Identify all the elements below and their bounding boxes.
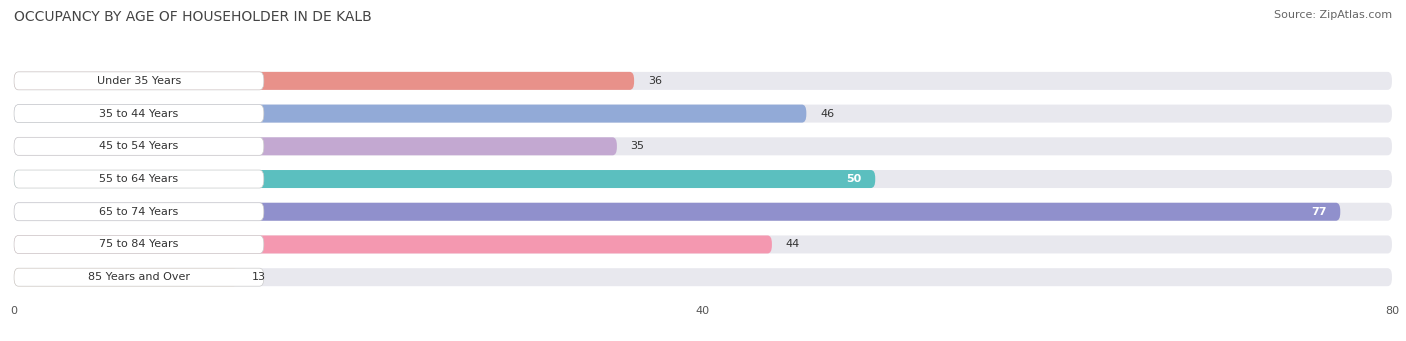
Text: 50: 50 xyxy=(846,174,862,184)
Text: 85 Years and Over: 85 Years and Over xyxy=(89,272,190,282)
Text: 36: 36 xyxy=(648,76,662,86)
FancyBboxPatch shape xyxy=(14,203,1340,221)
FancyBboxPatch shape xyxy=(14,72,634,90)
FancyBboxPatch shape xyxy=(14,236,772,253)
Text: Under 35 Years: Under 35 Years xyxy=(97,76,181,86)
FancyBboxPatch shape xyxy=(14,137,617,155)
Text: 75 to 84 Years: 75 to 84 Years xyxy=(100,239,179,250)
Text: 35 to 44 Years: 35 to 44 Years xyxy=(100,108,179,119)
Text: Source: ZipAtlas.com: Source: ZipAtlas.com xyxy=(1274,10,1392,20)
Text: 13: 13 xyxy=(252,272,266,282)
FancyBboxPatch shape xyxy=(14,72,264,90)
FancyBboxPatch shape xyxy=(14,203,264,221)
FancyBboxPatch shape xyxy=(14,170,875,188)
Text: 46: 46 xyxy=(820,108,834,119)
Text: OCCUPANCY BY AGE OF HOUSEHOLDER IN DE KALB: OCCUPANCY BY AGE OF HOUSEHOLDER IN DE KA… xyxy=(14,10,371,24)
FancyBboxPatch shape xyxy=(14,203,1392,221)
FancyBboxPatch shape xyxy=(14,137,1392,155)
Text: 45 to 54 Years: 45 to 54 Years xyxy=(100,141,179,151)
Text: 35: 35 xyxy=(631,141,645,151)
FancyBboxPatch shape xyxy=(14,268,264,286)
FancyBboxPatch shape xyxy=(14,170,264,188)
FancyBboxPatch shape xyxy=(14,72,1392,90)
FancyBboxPatch shape xyxy=(14,236,1392,253)
FancyBboxPatch shape xyxy=(14,105,807,122)
FancyBboxPatch shape xyxy=(14,268,1392,286)
FancyBboxPatch shape xyxy=(14,170,1392,188)
FancyBboxPatch shape xyxy=(14,268,238,286)
Text: 44: 44 xyxy=(786,239,800,250)
FancyBboxPatch shape xyxy=(14,137,264,155)
FancyBboxPatch shape xyxy=(14,236,264,253)
Text: 65 to 74 Years: 65 to 74 Years xyxy=(100,207,179,217)
Text: 55 to 64 Years: 55 to 64 Years xyxy=(100,174,179,184)
FancyBboxPatch shape xyxy=(14,105,1392,122)
Text: 77: 77 xyxy=(1310,207,1326,217)
FancyBboxPatch shape xyxy=(14,105,264,122)
